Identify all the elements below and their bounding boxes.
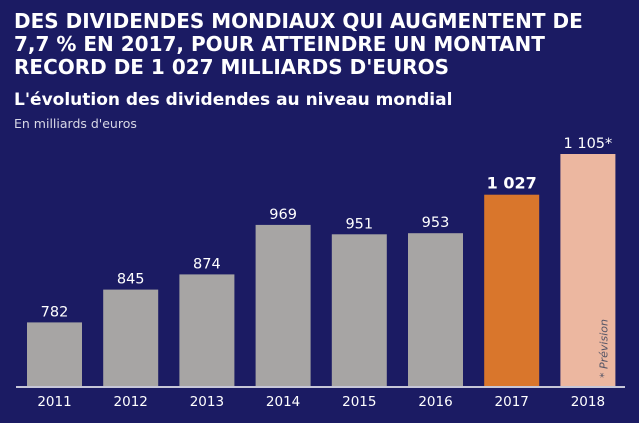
chart-subtitle: L'évolution des dividendes au niveau mon… [14,90,453,110]
bar-2014 [255,224,311,386]
x-tick-2018: 2018 [571,394,605,410]
value-label-2017: 1 027 [487,174,537,193]
x-tick-2013: 2013 [190,394,224,410]
chart-title: DES DIVIDENDES MONDIAUX QUI AUGMENTENT D… [14,9,583,79]
value-label-2013: 874 [193,256,221,272]
value-label-2011: 782 [41,304,69,320]
bar-2013 [179,274,235,386]
bar-2012 [103,289,159,386]
bars-layer [27,154,616,386]
value-label-2014: 969 [269,207,297,223]
value-label-2012: 845 [117,272,145,288]
unit-label: En milliards d'euros [14,116,137,131]
value-labels: 782 845 874 969 951 953 1 027 1 105* [41,136,613,320]
x-tick-2011: 2011 [37,394,71,410]
bar-2018 [560,154,616,386]
x-tick-2012: 2012 [114,394,148,410]
x-tick-2016: 2016 [418,394,452,410]
x-tick-2015: 2015 [342,394,376,410]
x-tick-2014: 2014 [266,394,300,410]
bar-2017 [484,194,540,386]
value-label-2016: 953 [422,215,450,231]
x-tick-labels: 2011 2012 2013 2014 2015 2016 2017 2018 [37,394,605,410]
x-tick-2017: 2017 [495,394,529,410]
bar-2015 [331,234,387,386]
bar-2011 [27,322,82,386]
bar-2016 [408,233,463,386]
forecast-footnote: * Prévision [597,319,610,378]
value-label-2015: 951 [345,216,373,232]
value-label-2018: 1 105* [564,136,613,152]
